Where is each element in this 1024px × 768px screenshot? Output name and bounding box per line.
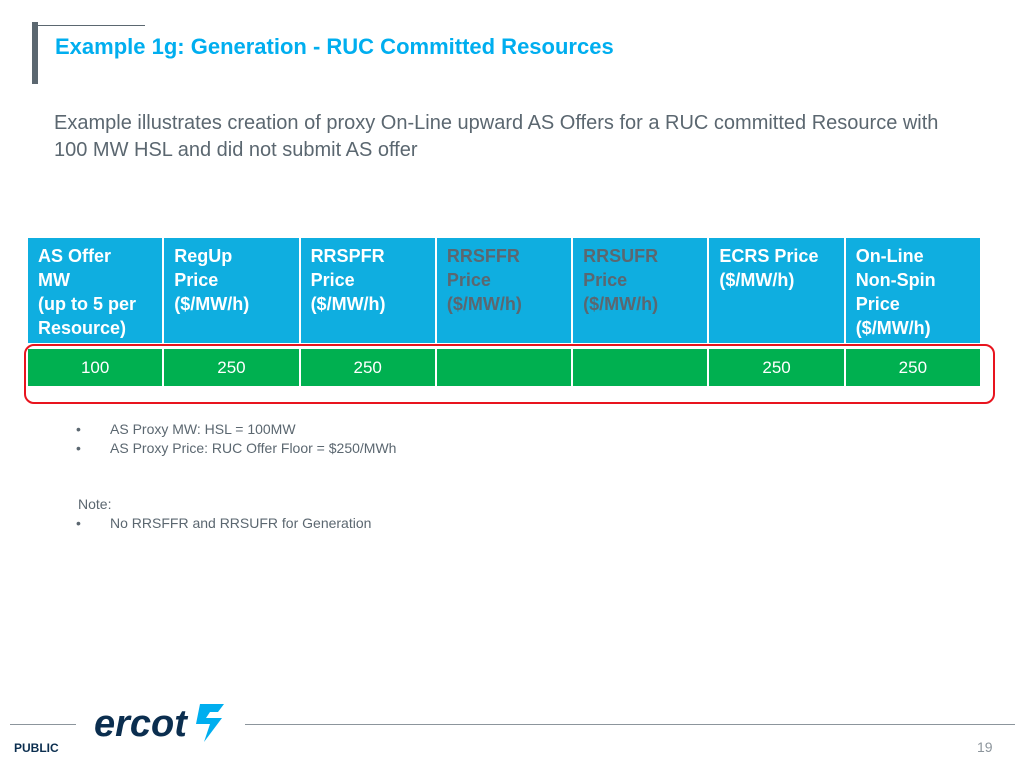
list-item: • AS Proxy MW: HSL = 100MW	[76, 420, 396, 439]
table-cell: 250	[843, 343, 983, 386]
row-highlight-outline	[24, 344, 995, 404]
table-header-row: AS Offer MW (up to 5 per Resource) RegUp Pric…	[25, 238, 983, 346]
column-header-line: RRSPFR	[310, 246, 385, 266]
as-offer-table: AS Offer MW (up to 5 per Resource) RegUp Pric…	[25, 238, 983, 386]
column-header-line: AS Offer	[38, 246, 112, 266]
footer-divider-left	[10, 724, 76, 725]
list-item-text: AS Proxy Price: RUC Offer Floor = $250/M…	[110, 440, 397, 456]
column-header: RRSUFR Price ($/MW/h)	[571, 238, 710, 346]
column-header-line: ($/MW/h)	[446, 294, 522, 314]
column-header: On-Line Non-Spin Price ($/MW/h)	[843, 238, 983, 346]
column-header: RRSFFR Price ($/MW/h)	[434, 238, 574, 346]
column-header-line: (up to 5 per	[38, 294, 136, 314]
column-header-line: RRSFFR	[446, 246, 520, 266]
logo-wordmark: ercot	[94, 703, 188, 745]
table-cell: 250	[162, 343, 301, 386]
column-header-line: Price	[855, 294, 900, 314]
list-item: • AS Proxy Price: RUC Offer Floor = $250/…	[76, 439, 396, 458]
list-item-text: No RRSFFR and RRSUFR for Generation	[110, 515, 372, 531]
title-accent-bar	[32, 22, 38, 84]
table-row: 100 250 250 250 250	[25, 343, 983, 386]
note-list: • No RRSFFR and RRSUFR for Generation	[76, 514, 371, 533]
slide-subtitle: Example illustrates creation of proxy On…	[54, 112, 939, 161]
column-header-line: Price	[174, 270, 219, 290]
column-header-line: Price	[583, 270, 628, 290]
column-header-line: ($/MW/h)	[719, 270, 795, 290]
bullet-icon: •	[76, 421, 81, 437]
table-cell	[571, 343, 710, 386]
column-header-line: RRSUFR	[583, 246, 659, 266]
table-cell: 250	[707, 343, 846, 386]
column-header-line: ECRS Price	[719, 246, 819, 266]
column-header-line: Resource)	[38, 318, 127, 338]
table-cell: 250	[298, 343, 437, 386]
column-header-line: ($/MW/h)	[310, 294, 386, 314]
classification-label: PUBLIC	[14, 741, 59, 755]
footer-divider-right	[245, 724, 1015, 725]
bullet-icon: •	[76, 440, 81, 456]
table-cell: 100	[25, 343, 165, 386]
list-item: • No RRSFFR and RRSUFR for Generation	[76, 514, 371, 533]
column-header: ECRS Price ($/MW/h)	[707, 238, 846, 346]
lightning-icon	[196, 704, 224, 742]
column-header: AS Offer MW (up to 5 per Resource)	[25, 238, 165, 346]
title-accent-line	[32, 25, 145, 26]
column-header: RRSPFR Price ($/MW/h)	[298, 238, 437, 346]
column-header-line: Price	[446, 270, 491, 290]
column-header-line: MW	[38, 270, 70, 290]
column-header-line: On-Line	[855, 246, 924, 266]
note-label: Note:	[78, 496, 112, 512]
list-item-text: AS Proxy MW: HSL = 100MW	[110, 421, 296, 437]
column-header-line: Price	[310, 270, 355, 290]
column-header: RegUp Price ($/MW/h)	[162, 238, 301, 346]
page-number: 19	[977, 739, 993, 755]
column-header-line: Non-Spin	[855, 270, 936, 290]
slide-title: Example 1g: Generation - RUC Committed R…	[55, 34, 614, 59]
column-header-line: ($/MW/h)	[174, 294, 250, 314]
ercot-logo: ercot	[94, 703, 224, 745]
column-header-line: ($/MW/h)	[583, 294, 659, 314]
column-header-line: RegUp	[174, 246, 233, 266]
bullet-icon: •	[76, 515, 81, 531]
table-cell	[434, 343, 574, 386]
bullet-list: • AS Proxy MW: HSL = 100MW • AS Proxy Pric…	[76, 420, 396, 458]
column-header-line: ($/MW/h)	[855, 318, 931, 338]
